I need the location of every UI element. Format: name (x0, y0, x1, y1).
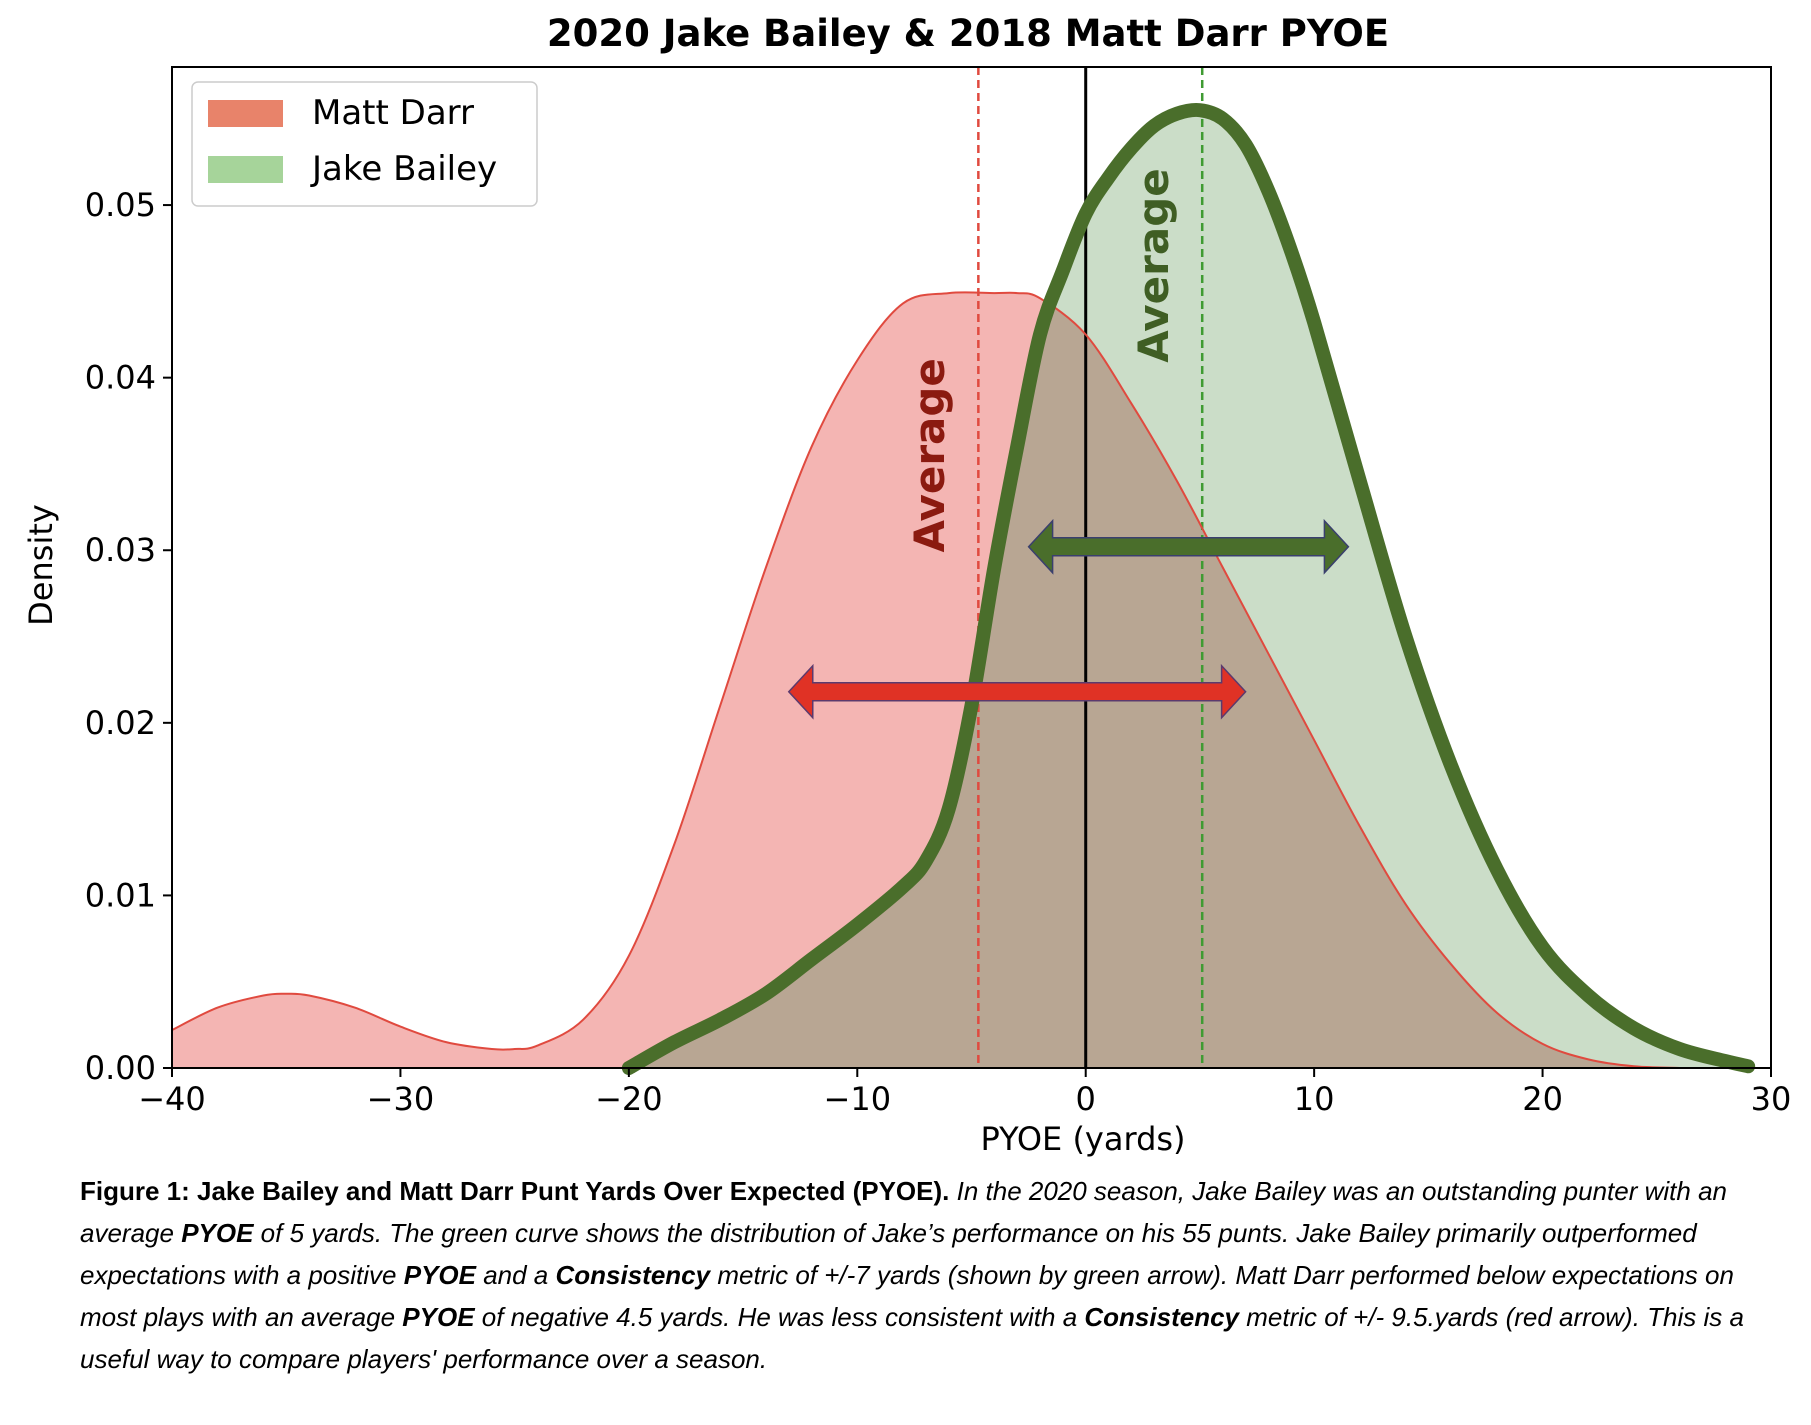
caption-text: of negative 4.5 yards. He was less consi… (474, 1302, 1085, 1332)
chart-title: 2020 Jake Bailey & 2018 Matt Darr PYOE (547, 12, 1389, 55)
line-matt-darr (171, 291, 1680, 1069)
caption-text: of 5 yards. The green curve shows the di… (80, 1218, 1697, 1290)
average-annotation-matt-darr: Average (905, 358, 954, 552)
axis-ticks: −40 −30 −20 −10 0 10 20 30 0.00 0.01 0.02 0.03 0.04 0… (85, 186, 1792, 1118)
consistency-arrow-jake-bailey (1027, 518, 1350, 575)
caption-emphasis: PYOE (181, 1218, 254, 1248)
y-tick-label: 0.05 (85, 186, 156, 224)
plot-area: Average Average (171, 67, 1756, 1075)
caption-emphasis: Consistency (555, 1260, 711, 1290)
caption-text: In the 2020 season, Jake Bailey was an o… (80, 1176, 1728, 1248)
y-tick-label: 0.00 (85, 1049, 156, 1087)
caption-emphasis: PYOE (402, 1302, 475, 1332)
plot-frame (171, 66, 1772, 1069)
y-tick-label: 0.02 (85, 704, 156, 742)
consistency-arrow-matt-darr (787, 663, 1247, 720)
x-tick-label: −20 (595, 1080, 663, 1118)
y-axis-label: Density (22, 504, 60, 626)
legend-swatch-jake-bailey (208, 156, 283, 183)
average-annotation-jake-bailey: Average (1129, 168, 1178, 362)
caption-text: metric of +/-7 yards (shown by green arr… (80, 1260, 1734, 1332)
density-chart: 2020 Jake Bailey & 2018 Matt Darr PYOE A… (22, 12, 1792, 1158)
x-axis-label: PYOE (yards) (980, 1120, 1185, 1158)
x-tick-label: 30 (1751, 1080, 1792, 1118)
line-jake-bailey (621, 102, 1756, 1075)
figure-caption: Figure 1: Jake Bailey and Matt Darr Punt… (80, 1170, 1770, 1380)
x-tick-label: 10 (1294, 1080, 1335, 1118)
x-tick-label: −40 (138, 1080, 206, 1118)
x-tick-label: −10 (824, 1080, 892, 1118)
legend: Matt Darr Jake Bailey (191, 81, 538, 207)
y-tick-label: 0.01 (85, 876, 156, 914)
x-tick-label: −30 (367, 1080, 435, 1118)
x-tick-label: 0 (1076, 1080, 1096, 1118)
caption-emphasis: Consistency (1084, 1302, 1239, 1332)
legend-swatch-matt-darr (208, 100, 283, 127)
caption-figure-label: Figure 1: Jake Bailey and Matt Darr Punt… (80, 1176, 950, 1206)
caption-text: and a (475, 1260, 556, 1290)
x-tick-label: 20 (1522, 1080, 1563, 1118)
legend-label-matt-darr: Matt Darr (312, 93, 474, 133)
caption-emphasis: PYOE (403, 1260, 476, 1290)
y-tick-label: 0.03 (85, 531, 156, 569)
caption-text: metric of +/- 9.5.yards (red arrow). Thi… (80, 1302, 1744, 1374)
y-tick-label: 0.04 (85, 359, 156, 397)
legend-label-jake-bailey: Jake Bailey (310, 149, 497, 189)
